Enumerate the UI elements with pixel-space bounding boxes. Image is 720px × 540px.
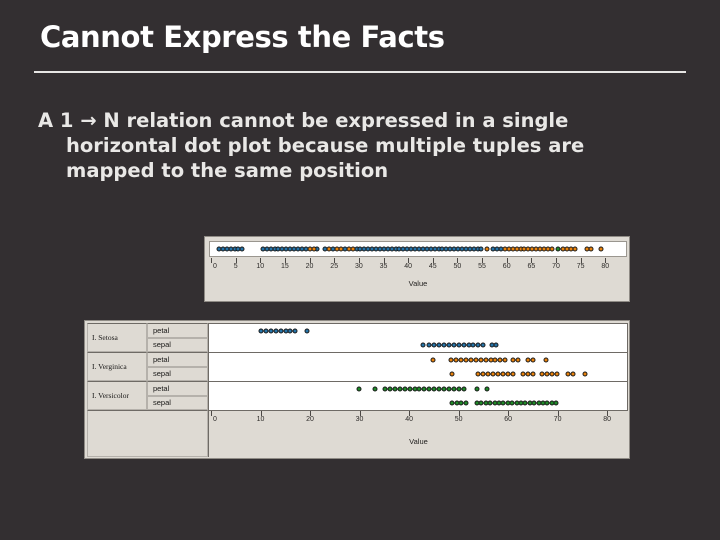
axis-tick-label: 60 [503, 263, 511, 270]
axis-tick [211, 258, 212, 263]
facet-measure-label: sepal [147, 396, 208, 411]
axis-tick-label: 40 [405, 416, 413, 423]
data-point [549, 247, 554, 252]
combined-axis-caption: Value [209, 279, 627, 288]
data-point [430, 357, 435, 362]
data-point [582, 371, 587, 376]
facet-row: I. Versicolorpetalsepal [87, 381, 628, 410]
data-point [510, 371, 515, 376]
axis-tick-label: 45 [429, 263, 437, 270]
body-line-1: A 1 → N relation cannot be expressed in … [38, 108, 673, 133]
data-point [450, 371, 455, 376]
data-point [485, 247, 490, 252]
data-point [293, 328, 298, 333]
data-point [555, 247, 560, 252]
facet-measure-label: sepal [147, 338, 208, 353]
faceted-dot-plot: I. SetosapetalsepalI. Verginicapetalsepa… [84, 320, 630, 459]
axis-tick-label: 20 [306, 416, 314, 423]
axis-tick-label: 50 [454, 263, 462, 270]
data-point [311, 247, 316, 252]
data-point [588, 247, 593, 252]
axis-tick-label: 0 [213, 416, 217, 423]
data-point [554, 400, 559, 405]
faceted-x-axis: Value 0 10 20 30 40 50 60 70 80 [208, 410, 628, 457]
body-line-3: mapped to the same position [38, 158, 673, 183]
data-point [461, 386, 466, 391]
facet-plot-band [208, 381, 628, 396]
axis-tick [211, 411, 212, 416]
facet-row: I. Setosapetalsepal [87, 323, 628, 352]
axis-tick-label: 65 [527, 263, 535, 270]
data-point [338, 247, 343, 252]
slide-body-text: A 1 → N relation cannot be expressed in … [38, 108, 673, 183]
axis-tick-label: 25 [330, 263, 338, 270]
axis-tick-label: 50 [455, 416, 463, 423]
axis-tick-label: 0 [213, 263, 217, 270]
facet-species-label: I. Setosa [87, 323, 147, 352]
facet-plot-band [208, 352, 628, 367]
facet-measure-label: petal [147, 323, 208, 338]
facet-measure-label: sepal [147, 367, 208, 382]
data-point [420, 342, 425, 347]
axis-tick-label: 70 [552, 263, 560, 270]
facet-row: I. Verginicapetalsepal [87, 352, 628, 381]
data-point [494, 342, 499, 347]
data-point [373, 386, 378, 391]
combined-dot-plot: Value 0 5 10 15 20 25 30 35 40 45 50 55 60 65 70 75 80 [204, 236, 630, 302]
faceted-axis-row: Value 0 10 20 30 40 50 60 70 80 [87, 410, 628, 457]
axis-tick-label: 70 [554, 416, 562, 423]
data-point [531, 357, 536, 362]
data-point [573, 247, 578, 252]
data-point [240, 247, 245, 252]
axis-tick-label: 10 [256, 263, 264, 270]
data-point [350, 247, 355, 252]
combined-plot-band [209, 241, 627, 257]
data-point [357, 386, 362, 391]
data-point [531, 371, 536, 376]
page-title: Cannot Express the Facts [40, 20, 445, 54]
facet-plot-band [208, 323, 628, 338]
data-point [598, 247, 603, 252]
data-point [479, 247, 484, 252]
facet-plot-band [208, 338, 628, 353]
axis-tick-label: 80 [601, 263, 609, 270]
data-point [484, 386, 489, 391]
facet-species-label: I. Versicolor [87, 381, 147, 410]
data-point [463, 400, 468, 405]
data-point [515, 357, 520, 362]
facet-plot-band [208, 367, 628, 382]
axis-tick-label: 30 [355, 263, 363, 270]
faceted-axis-caption: Value [209, 437, 628, 446]
data-point [570, 371, 575, 376]
data-point [304, 328, 309, 333]
axis-tick-label: 20 [306, 263, 314, 270]
facet-grid: I. SetosapetalsepalI. Verginicapetalsepa… [87, 323, 628, 457]
facet-measure-label: petal [147, 352, 208, 367]
facet-plot-band [208, 396, 628, 411]
axis-tick-label: 75 [577, 263, 585, 270]
axis-tick-label: 35 [380, 263, 388, 270]
axis-tick-label: 40 [404, 263, 412, 270]
data-point [327, 247, 332, 252]
body-line-2: horizontal dot plot because multiple tup… [38, 133, 673, 158]
data-point [503, 357, 508, 362]
axis-tick-label: 80 [603, 416, 611, 423]
axis-tick-label: 10 [257, 416, 265, 423]
facet-measure-label: petal [147, 381, 208, 396]
data-point [474, 386, 479, 391]
axis-tick-label: 15 [281, 263, 289, 270]
facet-species-label: I. Verginica [87, 352, 147, 381]
data-point [554, 371, 559, 376]
axis-tick-label: 5 [234, 263, 238, 270]
axis-tick-label: 30 [356, 416, 364, 423]
combined-x-axis: Value 0 5 10 15 20 25 30 35 40 45 50 55 60 65 70 75 80 [209, 258, 627, 298]
axis-tick-label: 55 [478, 263, 486, 270]
title-divider [34, 71, 686, 73]
data-point [481, 342, 486, 347]
axis-tick-label: 60 [504, 416, 512, 423]
faceted-axis-spacer [87, 410, 208, 457]
data-point [543, 357, 548, 362]
